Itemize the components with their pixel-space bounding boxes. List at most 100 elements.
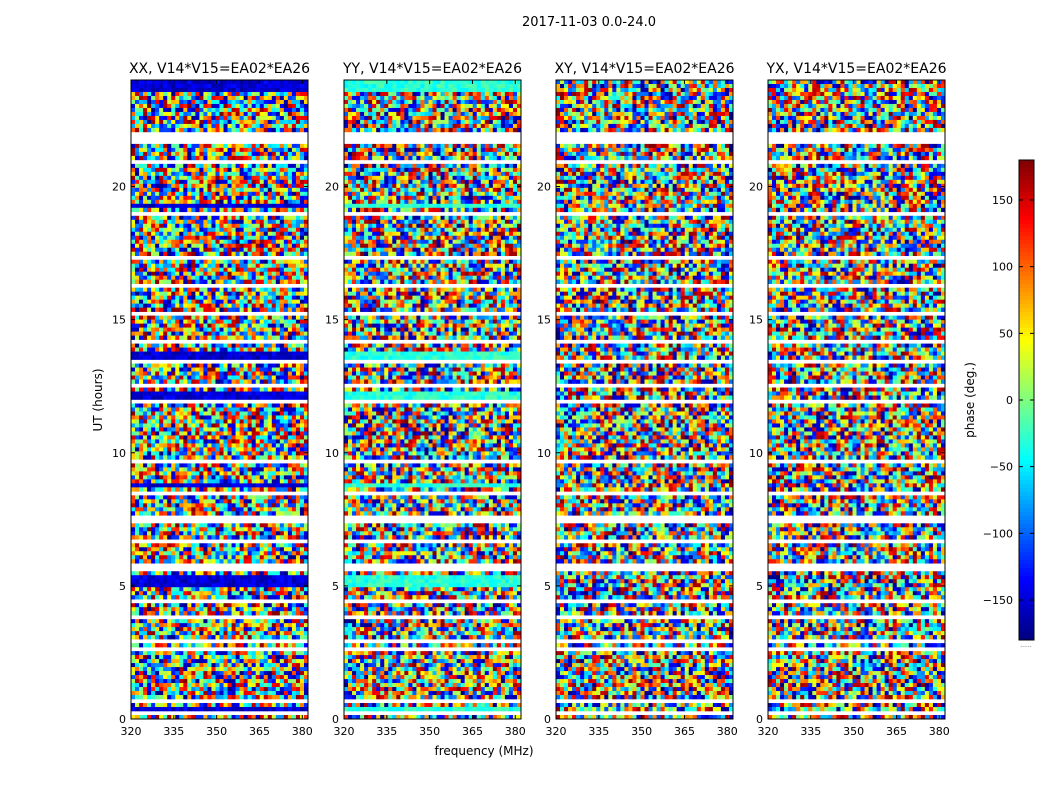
heatmap-cell xyxy=(175,571,180,576)
heatmap-cell xyxy=(267,463,273,468)
heatmap-cell xyxy=(183,439,188,444)
heatmap-cell xyxy=(187,507,192,512)
heatmap-cell xyxy=(239,119,244,125)
heatmap-cell xyxy=(155,531,160,536)
heatmap-cell xyxy=(175,495,180,500)
heatmap-cell xyxy=(247,511,252,516)
heatmap-cell xyxy=(263,163,269,169)
heatmap-cell xyxy=(227,467,232,472)
heatmap-cell xyxy=(187,243,192,249)
heatmap-cell xyxy=(263,319,269,324)
heatmap-cell xyxy=(211,411,216,416)
heatmap-cell xyxy=(131,80,136,85)
heatmap-cell xyxy=(163,511,168,516)
heatmap-cell xyxy=(159,411,164,416)
heatmap-cell xyxy=(227,83,232,89)
heatmap-cell xyxy=(191,611,196,616)
heatmap-cell xyxy=(187,443,192,448)
heatmap-cell xyxy=(179,427,184,432)
heatmap-cell xyxy=(131,427,136,432)
heatmap-cell xyxy=(271,503,277,508)
heatmap-cell xyxy=(235,291,240,296)
heatmap-cell xyxy=(171,207,176,213)
heatmap-cell xyxy=(231,575,236,580)
heatmap-cell xyxy=(231,351,236,356)
heatmap-cell xyxy=(195,335,200,340)
heatmap-cell xyxy=(191,547,196,552)
heatmap-cell xyxy=(299,463,305,468)
heatmap-cell xyxy=(155,443,160,448)
heatmap-cell xyxy=(255,243,261,249)
heatmap-cell xyxy=(167,239,172,245)
heatmap-cell xyxy=(155,267,160,272)
heatmap-cell xyxy=(251,303,256,308)
heatmap-cell xyxy=(291,503,297,508)
heatmap-cell xyxy=(219,395,224,400)
heatmap-cell xyxy=(155,103,160,109)
heatmap-cell xyxy=(239,591,244,596)
heatmap-cell xyxy=(275,80,281,85)
heatmap-cell xyxy=(151,387,156,392)
heatmap-cell xyxy=(179,123,184,129)
heatmap-cell xyxy=(211,603,216,608)
heatmap-cell xyxy=(267,215,273,221)
heatmap-cell xyxy=(151,147,156,153)
heatmap-cell xyxy=(275,351,281,356)
heatmap-cell xyxy=(179,267,184,272)
heatmap-cell xyxy=(295,375,301,380)
heatmap-cell xyxy=(179,287,184,292)
heatmap-cell xyxy=(267,147,273,153)
heatmap-cell xyxy=(263,295,269,300)
heatmap-cell xyxy=(199,591,204,596)
heatmap-cell xyxy=(171,195,176,201)
heatmap-cell xyxy=(139,299,144,304)
heatmap-cell xyxy=(275,111,281,117)
heatmap-cell xyxy=(139,595,144,600)
heatmap-cell xyxy=(303,107,309,113)
heatmap-cell xyxy=(227,207,232,213)
heatmap-cell xyxy=(151,607,156,612)
heatmap-cell xyxy=(183,575,188,580)
heatmap-cell xyxy=(295,219,301,225)
heatmap-cell xyxy=(179,263,184,268)
heatmap-cell xyxy=(279,83,285,89)
heatmap-cell xyxy=(159,187,164,193)
heatmap-cell xyxy=(279,507,285,512)
heatmap-cell xyxy=(143,235,148,241)
heatmap-cell xyxy=(267,259,273,265)
heatmap-cell xyxy=(151,535,156,540)
heatmap-cell xyxy=(219,451,224,456)
heatmap-cell xyxy=(283,523,289,528)
heatmap-cell xyxy=(275,495,281,500)
heatmap-cell xyxy=(135,171,140,177)
heatmap-cell xyxy=(183,579,188,584)
heatmap-cell xyxy=(147,223,152,229)
heatmap-cell xyxy=(131,371,136,376)
heatmap-cell xyxy=(275,535,281,540)
heatmap-cell xyxy=(139,371,144,376)
heatmap-cell xyxy=(135,127,140,133)
heatmap-cell xyxy=(299,543,305,548)
heatmap-cell xyxy=(171,175,176,181)
heatmap-cell xyxy=(251,447,256,452)
heatmap-cell xyxy=(203,259,208,265)
heatmap-cell xyxy=(203,355,208,360)
heatmap-cell xyxy=(215,199,220,205)
heatmap-cell xyxy=(255,571,261,576)
heatmap-cell xyxy=(199,247,204,253)
heatmap-cell xyxy=(239,279,244,284)
heatmap-cell xyxy=(147,123,152,129)
heatmap-cell xyxy=(199,531,204,536)
heatmap-cell xyxy=(143,319,148,324)
heatmap-cell xyxy=(143,463,148,468)
heatmap-cell xyxy=(283,295,289,300)
heatmap-cell xyxy=(215,315,220,320)
heatmap-cell xyxy=(191,375,196,380)
heatmap-cell xyxy=(235,331,240,336)
heatmap-cell xyxy=(183,571,188,576)
heatmap-cell xyxy=(175,575,180,580)
heatmap-cell xyxy=(283,291,289,296)
heatmap-cell xyxy=(255,275,261,280)
heatmap-cell xyxy=(275,123,281,129)
heatmap-cell xyxy=(267,499,273,504)
